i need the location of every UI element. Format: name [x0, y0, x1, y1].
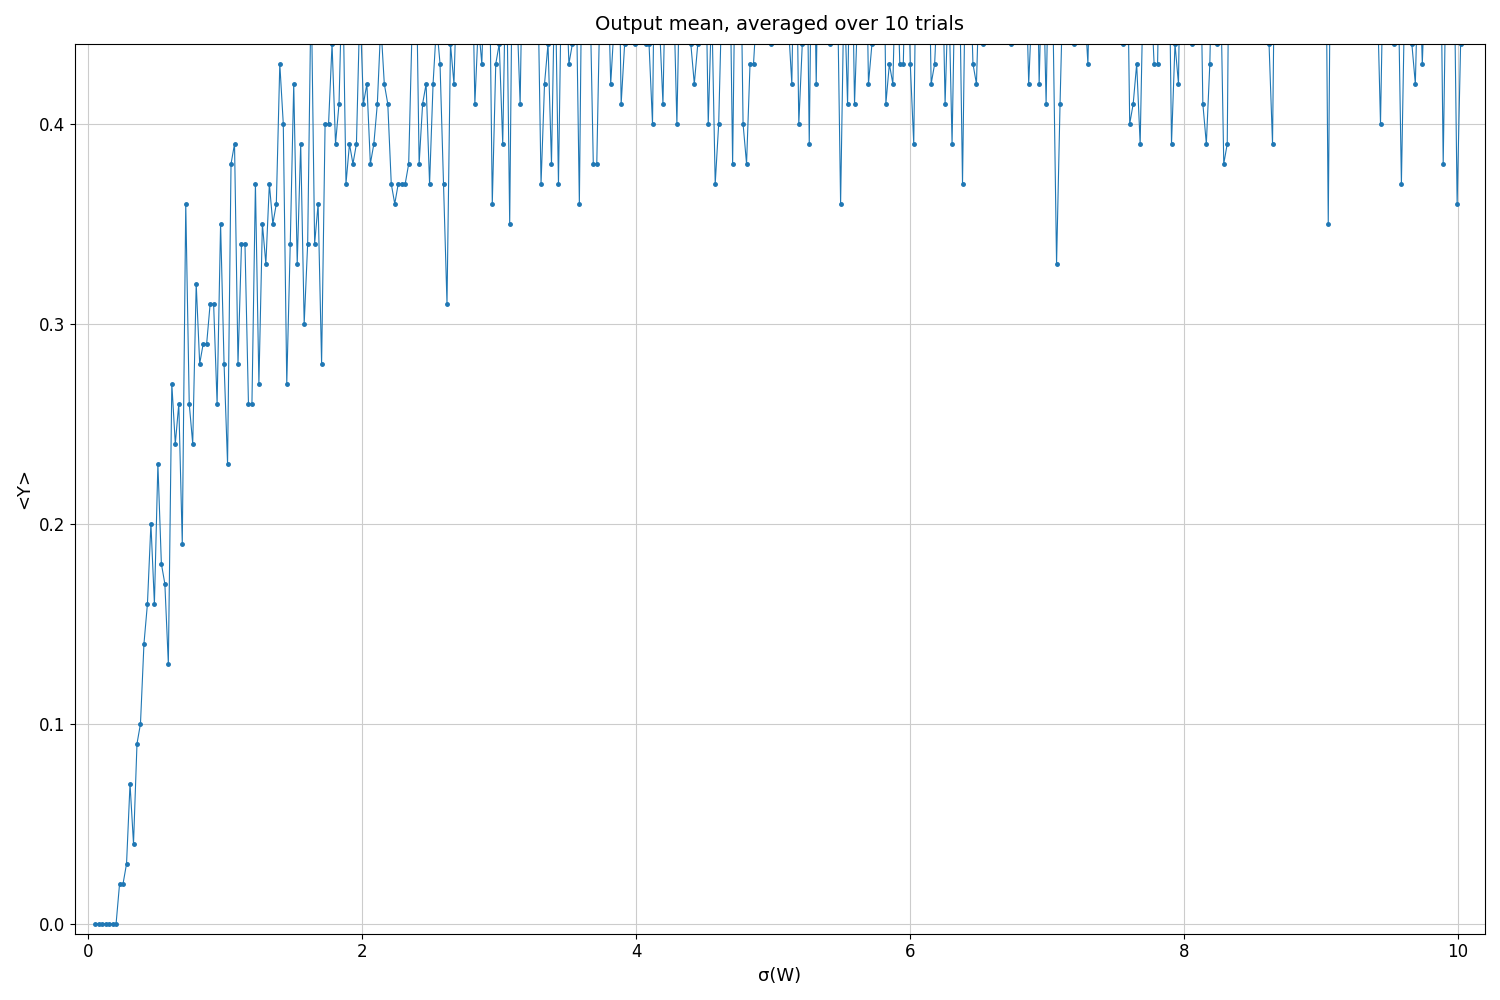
Title: Output mean, averaged over 10 trials: Output mean, averaged over 10 trials	[596, 15, 964, 34]
X-axis label: σ(W): σ(W)	[759, 967, 801, 985]
Y-axis label: <Y>: <Y>	[15, 468, 33, 509]
